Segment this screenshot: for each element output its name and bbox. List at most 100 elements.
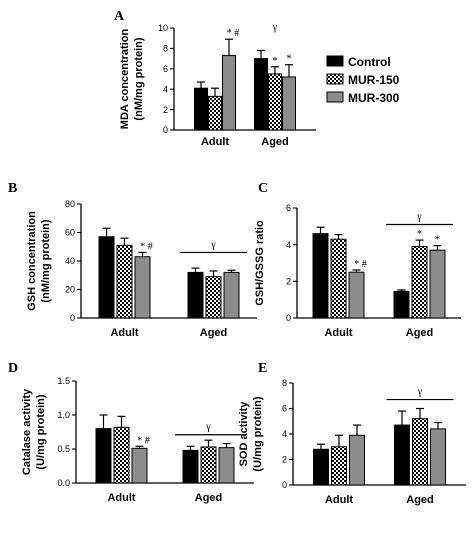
bar-mur-150-aged <box>200 446 217 484</box>
x-tick-label: Adult <box>325 494 353 506</box>
bar-mur-300-aged <box>282 76 296 131</box>
legend: Control MUR-150 MUR-300 <box>326 55 400 105</box>
bar-mur-150-aged <box>412 418 428 486</box>
y-tick-label: 0 <box>70 313 75 323</box>
bar-mur-150-aged <box>205 276 222 319</box>
y-axis-label: (U/mg protein) <box>252 396 264 471</box>
gamma-marker: γ <box>205 422 211 433</box>
y-tick-label: 0 <box>282 480 287 490</box>
y-tick-label: 1.5 <box>57 376 70 386</box>
legend-label: MUR-300 <box>348 91 400 105</box>
panel-letter: C <box>258 181 268 196</box>
y-tick-label: 80 <box>65 199 75 209</box>
chart-panel-b: B 0 20 40 60 80 GSH concentration (nM/mg protei… <box>8 181 257 339</box>
x-tick-label: Aged <box>261 136 289 148</box>
y-tick-label: 40 <box>65 256 75 266</box>
panel-letter: D <box>8 361 18 376</box>
bar-control-adult <box>194 87 208 131</box>
bar-mur-300-adult <box>349 434 365 486</box>
bar-control-adult <box>312 233 329 319</box>
x-tick-label: Adult <box>107 492 135 504</box>
significance-marker: * # <box>354 259 367 270</box>
y-tick-label: 0.5 <box>57 444 70 454</box>
x-tick-label: Aged <box>195 492 223 504</box>
y-tick-label: 60 <box>65 228 75 238</box>
y-tick-label: 1.0 <box>57 410 70 420</box>
x-tick-label: Adult <box>201 136 229 148</box>
bar-mur-150-adult <box>330 238 347 319</box>
significance-marker: * # <box>227 28 240 39</box>
y-tick-label: 4 <box>282 429 287 439</box>
y-axis-label: Catalase activity <box>21 388 33 475</box>
panel-letter: E <box>258 361 267 376</box>
y-tick-label: 2 <box>163 105 168 115</box>
y-tick-label: 0.0 <box>57 478 70 488</box>
bar-mur-150-aged <box>268 73 282 131</box>
legend-swatch-mur-150 <box>326 73 344 85</box>
bar-mur-150-adult <box>116 244 133 319</box>
significance-marker: * <box>435 235 440 246</box>
bar-control-adult <box>95 428 112 484</box>
bar-mur-150-adult <box>113 426 130 484</box>
bar-control-aged <box>393 290 410 319</box>
gamma-marker: γ <box>210 239 216 250</box>
panel-letter: A <box>114 9 125 24</box>
legend-label: Control <box>348 55 391 69</box>
y-tick-label: 20 <box>65 285 75 295</box>
significance-marker: * <box>417 229 422 240</box>
y-tick-label: 8 <box>282 378 287 388</box>
bar-control-aged <box>182 449 199 484</box>
y-tick-label: 2 <box>282 455 287 465</box>
y-axis-label: (U/mg protein) <box>35 394 47 469</box>
chart-panel-d: D 0.0 0.5 1.0 1.5 Catalase activity (U/mg prot… <box>8 361 254 504</box>
bar-control-adult <box>313 448 329 486</box>
y-tick-label: 2 <box>286 277 291 287</box>
y-axis-label: GSH/GSSG ratio <box>254 220 266 306</box>
y-tick-label: 4 <box>163 84 168 94</box>
legend-swatch-control <box>326 55 344 67</box>
y-tick-label: 0 <box>286 313 291 323</box>
gamma-marker: γ <box>272 22 278 33</box>
bar-control-aged <box>254 58 268 131</box>
significance-marker: * # <box>137 435 150 446</box>
bar-mur-300-aged <box>429 249 446 319</box>
y-axis-label: (nM/mg protein) <box>40 219 52 302</box>
x-tick-label: Aged <box>406 494 434 506</box>
x-tick-label: Aged <box>200 327 228 339</box>
y-axis-label: GSH concentration <box>26 211 38 311</box>
y-axis-label: SOD activity <box>238 401 250 467</box>
x-tick-label: Adult <box>324 327 352 339</box>
bar-control-adult <box>98 236 115 319</box>
bar-mur-300-aged <box>218 447 235 484</box>
gamma-marker: γ <box>417 387 423 398</box>
significance-marker: * <box>287 54 292 65</box>
legend-swatch-mur-300 <box>326 91 344 103</box>
bar-mur-300-aged <box>223 271 240 319</box>
y-tick-label: 6 <box>282 404 287 414</box>
y-tick-label: 6 <box>163 64 168 74</box>
y-axis-label: MDA concentration <box>119 29 131 130</box>
chart-panel-c: C 0 2 4 6 GSH/GSSG ratio Adult Aged * # * * γ <box>254 181 461 339</box>
bar-mur-150-adult <box>331 446 347 486</box>
y-axis-label: (nM/mg protein) <box>133 37 145 120</box>
bar-control-aged <box>187 271 204 319</box>
gamma-marker: γ <box>416 212 422 223</box>
bar-mur-150-aged <box>411 246 428 319</box>
bar-mur-300-adult <box>134 256 151 319</box>
chart-panel-e: E 0 2 4 6 8 SOD activity (U/mg protein) Adult Age… <box>238 361 466 506</box>
significance-marker: * <box>273 56 278 67</box>
significance-marker: * # <box>140 241 153 252</box>
x-tick-label: Aged <box>406 327 434 339</box>
panel-letter: B <box>8 181 17 196</box>
y-tick-label: 6 <box>286 203 291 213</box>
bar-mur-300-adult <box>131 447 148 484</box>
x-tick-label: Adult <box>110 327 138 339</box>
y-tick-label: 10 <box>158 23 168 33</box>
y-tick-label: 0 <box>163 125 168 135</box>
bar-mur-300-adult <box>348 271 365 319</box>
y-tick-label: 4 <box>286 240 291 250</box>
bar-mur-300-adult <box>222 55 236 131</box>
y-tick-label: 8 <box>163 44 168 54</box>
chart-panel-a: A 0 2 4 6 8 10 MDA concentration (nM/mg protein)… <box>114 9 316 148</box>
